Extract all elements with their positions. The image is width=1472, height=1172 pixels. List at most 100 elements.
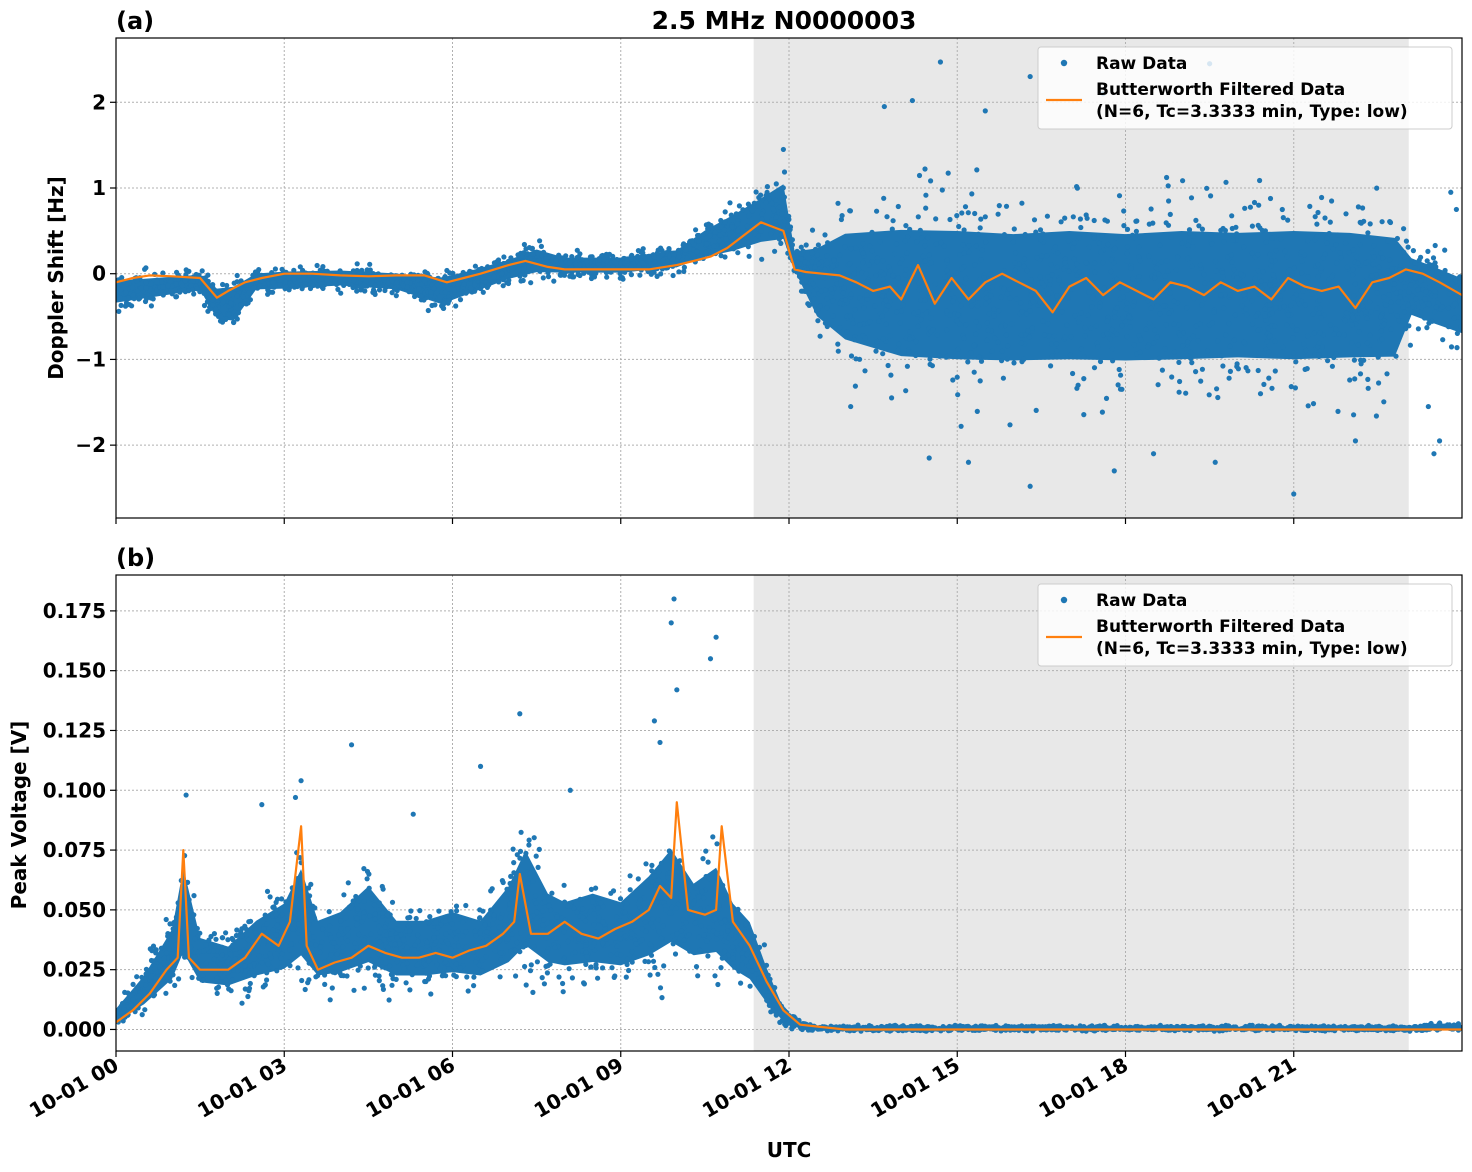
raw-data-point	[299, 286, 305, 292]
raw-data-point	[1040, 318, 1046, 324]
raw-data-point	[536, 846, 542, 853]
raw-data-point	[1439, 304, 1446, 310]
raw-data-point	[210, 302, 216, 308]
raw-data-point	[972, 210, 978, 217]
raw-data-point	[725, 923, 731, 930]
raw-data-point	[1406, 289, 1412, 295]
raw-data-point	[341, 892, 347, 898]
raw-data-point	[246, 988, 252, 994]
raw-data-point	[659, 251, 666, 257]
raw-data-point	[867, 243, 873, 249]
raw-data-point	[1223, 332, 1229, 338]
raw-data-point	[941, 243, 947, 249]
raw-data-point	[560, 980, 566, 987]
raw-data-point	[1187, 230, 1193, 236]
raw-data-point	[1041, 332, 1048, 338]
raw-data-point	[919, 235, 925, 241]
raw-data-point	[744, 223, 751, 229]
raw-data-point	[666, 848, 672, 854]
raw-data-point	[911, 310, 917, 316]
raw-data-point	[1412, 264, 1418, 270]
raw-data-point	[576, 254, 582, 260]
raw-data-point	[825, 240, 831, 246]
raw-data-point	[1312, 351, 1318, 358]
raw-data-point	[573, 261, 579, 267]
raw-data-point	[608, 890, 614, 896]
raw-data-point	[772, 248, 778, 254]
raw-data-point	[506, 277, 512, 283]
raw-data-point	[1159, 367, 1165, 373]
raw-data-point	[677, 936, 683, 942]
raw-data-point	[655, 247, 661, 253]
raw-data-point	[1401, 249, 1407, 255]
raw-data-point	[1423, 289, 1429, 295]
raw-data-point	[1091, 217, 1097, 224]
raw-data-point	[1232, 312, 1238, 318]
raw-data-point	[669, 904, 675, 910]
raw-data-point	[501, 260, 507, 267]
raw-data-point	[650, 879, 656, 885]
raw-data-point	[534, 959, 541, 965]
raw-data-point	[1458, 285, 1462, 291]
raw-data-point	[883, 288, 889, 294]
raw-data-point	[500, 277, 506, 283]
raw-data-point	[1319, 194, 1325, 201]
raw-data-point	[614, 921, 620, 927]
raw-data-point	[1118, 372, 1124, 378]
raw-data-point	[1070, 214, 1076, 220]
raw-data-point	[1400, 304, 1406, 310]
raw-data-point	[307, 285, 314, 292]
raw-data-point	[189, 974, 195, 981]
raw-data-point	[531, 835, 537, 841]
raw-data-point	[1243, 365, 1249, 371]
raw-data-point	[1088, 325, 1094, 331]
raw-data-point	[565, 938, 571, 945]
raw-data-point	[1114, 276, 1120, 283]
raw-data-point	[711, 243, 717, 249]
raw-data-point	[1085, 312, 1091, 318]
raw-data-point	[1062, 215, 1068, 221]
raw-data-point	[773, 197, 779, 203]
raw-data-point	[960, 242, 966, 248]
raw-data-point	[763, 962, 770, 968]
raw-data-point	[923, 205, 929, 211]
raw-data-point	[883, 321, 889, 327]
raw-data-point	[582, 918, 589, 924]
raw-data-point	[242, 949, 248, 955]
raw-data-point	[913, 352, 919, 359]
raw-data-point	[1367, 332, 1373, 338]
raw-data-point	[460, 933, 466, 939]
raw-data-point	[1255, 327, 1261, 333]
raw-data-point	[453, 303, 459, 309]
raw-data-point	[577, 272, 583, 279]
raw-data-point	[437, 966, 443, 972]
raw-data-point	[689, 913, 695, 919]
raw-data-point	[394, 279, 400, 285]
raw-data-point	[1402, 284, 1408, 290]
raw-data-point	[1257, 177, 1263, 184]
raw-data-point	[1109, 346, 1115, 352]
raw-data-point	[525, 880, 531, 886]
raw-data-point	[879, 293, 885, 299]
raw-data-point	[872, 303, 878, 309]
raw-data-point	[1011, 360, 1017, 366]
raw-data-point	[617, 275, 623, 281]
raw-data-point	[975, 231, 982, 237]
raw-data-point	[314, 262, 320, 269]
raw-data-point	[1299, 270, 1305, 276]
raw-data-point	[956, 223, 962, 230]
raw-data-point	[1263, 239, 1269, 245]
raw-data-point	[1350, 266, 1356, 273]
raw-data-point	[714, 936, 720, 942]
raw-data-point	[1310, 401, 1317, 407]
raw-data-point	[338, 290, 344, 296]
raw-data-point	[1024, 267, 1030, 274]
raw-data-point	[238, 302, 244, 308]
raw-data-point	[966, 249, 972, 255]
raw-data-point	[1201, 271, 1207, 278]
raw-data-point	[139, 974, 145, 980]
raw-data-point	[279, 266, 285, 272]
raw-data-point	[1175, 254, 1181, 260]
raw-data-point	[1293, 359, 1299, 365]
raw-data-point	[150, 296, 156, 302]
